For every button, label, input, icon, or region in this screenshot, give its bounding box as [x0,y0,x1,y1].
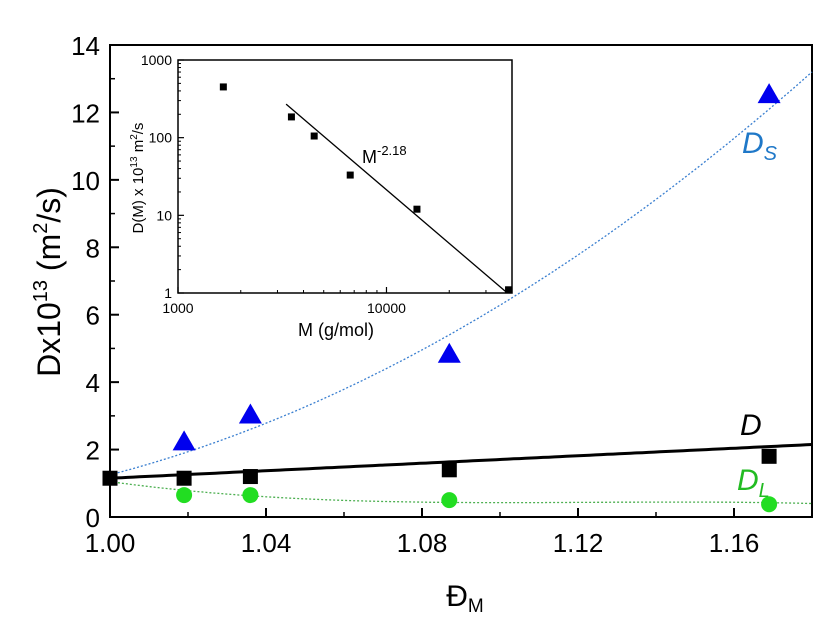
inset-y-tick-label: 10 [156,207,172,223]
data-points [102,83,781,513]
point-d [441,462,457,478]
inset-plot-frame [177,59,513,294]
inset-y-tick-label: 1000 [141,52,172,68]
point-d-s [238,403,262,424]
label-ds: DS [742,127,778,165]
point-d [176,470,192,486]
inset-y-tick-label: 1 [164,285,172,301]
inset-y-axis: 1 10 100 1000 [141,52,184,301]
inset-background [178,60,512,293]
main-y-tick-label: 10 [71,166,100,196]
point-d-l [441,492,458,509]
inset-point [413,205,421,213]
point-d-l [176,487,193,504]
fit-curve-d-s [109,71,813,476]
point-d-s [437,342,461,363]
main-x-axis: 1.00 1.04 1.08 1.12 1.16 [85,508,760,558]
inset-x-tick-label: 1000 [162,300,193,316]
main-y-axis: 0 2 4 6 8 10 12 14 [71,31,119,533]
inset-point [219,83,227,91]
inset-y-axis-title: D(M) x 1013 m2/s [129,123,147,234]
main-y-tick-label: 12 [71,98,100,128]
main-y-tick-label: 8 [86,233,100,263]
inset-point [346,171,354,179]
main-y-tick-label: 2 [86,436,100,466]
main-x-tick-label: 1.04 [241,528,292,558]
label-dl: DL [737,464,770,502]
inset-fit-segment [285,103,508,294]
point-d-l [242,487,259,504]
inset-data-points [219,83,513,294]
inset-point [505,286,513,294]
main-plot: 1.00 1.04 1.08 1.12 1.16 0 2 4 6 8 10 12 14 ĐM Dx10… [30,31,813,617]
point-d [242,469,258,485]
main-x-axis-title: ĐM [446,580,484,617]
main-y-tick-label: 6 [86,301,100,331]
main-x-tick-label: 1.12 [553,528,604,558]
point-d-l [761,496,778,513]
point-d-s [172,430,196,451]
inset-x-tick-label: 10000 [367,300,406,316]
point-d [761,448,777,464]
main-y-tick-label: 4 [86,368,100,398]
main-y-tick-label: 0 [86,503,100,533]
point-d-s [757,83,781,104]
inset-fit-line [285,103,508,294]
inset-point [310,132,318,140]
inset-x-axis-title: M (g/mol) [298,320,374,340]
inset-x-axis: 1000 10000 [162,287,513,316]
inset-y-tick-label: 100 [149,130,173,146]
inset-plot: 1000 10000 1 10 100 1000 M (g/mol) D(M) x 10… [129,52,513,340]
main-x-tick-label: 1.00 [85,528,136,558]
main-y-tick-label: 14 [71,31,100,61]
fit-curve-d-l [109,480,813,505]
inset-fit-annotation: M-2.18 [362,143,407,167]
inset-point [287,113,295,121]
fit-curves [109,71,813,505]
main-x-tick-label: 1.08 [397,528,448,558]
fit-curve-d [109,443,813,480]
label-d: D [740,409,762,442]
point-d [102,470,118,486]
main-y-axis-title: Dx1013 (m2/s) [30,187,67,377]
main-x-tick-label: 1.16 [709,528,760,558]
